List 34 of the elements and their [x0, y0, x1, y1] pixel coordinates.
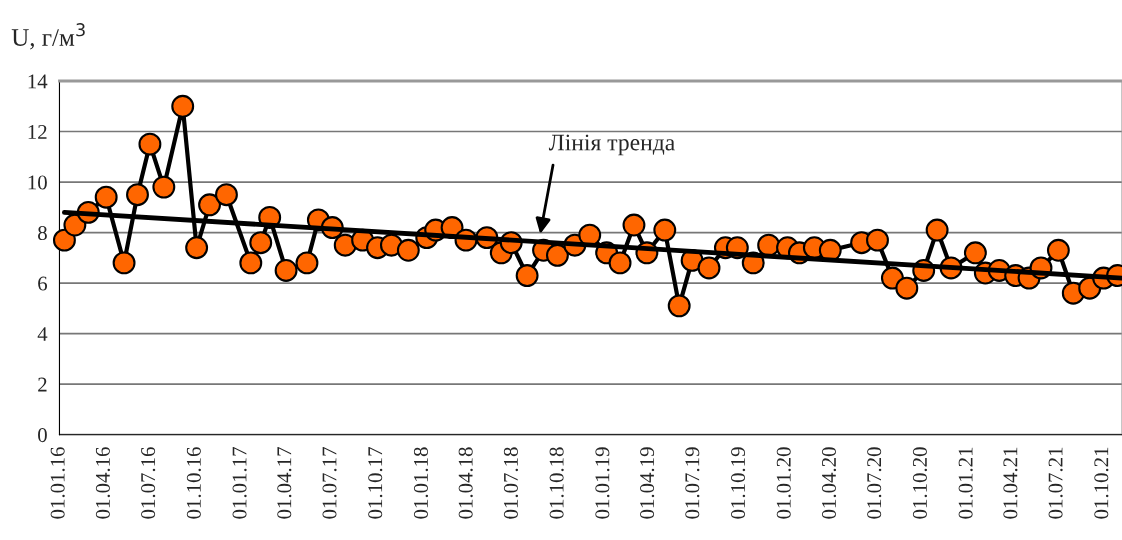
x-tick-label: 01.04.17 [277, 447, 292, 519]
annotation: Лінія тренда [548, 134, 675, 156]
x-tick-label: 01.04.20 [821, 447, 837, 519]
x-tick-label: 01.10.20 [912, 447, 928, 519]
x-tick-label: 01.07.21 [1048, 447, 1063, 519]
y-tick-label: 2 [38, 377, 47, 392]
x-tick-label: 01.07.20 [867, 447, 882, 519]
y-tick-label: 0 [38, 428, 47, 443]
x-tick-label: 01.04.21 [1003, 447, 1018, 519]
y-tick-label: 4 [37, 327, 48, 341]
x-tick-label: 01.10.17 [368, 447, 383, 519]
y-axis-title: U, г/м$^{3}$ [11, 23, 85, 50]
x-tick-label: 01.01.20 [776, 447, 791, 519]
x-tick-label: 01.01.19 [595, 447, 610, 519]
x-tick-label: 01.01.18 [413, 447, 429, 519]
x-tick-label: 01.10.21 [1094, 447, 1109, 519]
x-tick-label: 01.10.18 [549, 447, 564, 519]
x-tick-label: 01.07.16 [141, 447, 156, 519]
x-tick-label: 01.01.17 [232, 447, 247, 519]
x-tick-label: 01.07.17 [322, 447, 337, 519]
x-tick-label: 01.01.16 [50, 447, 65, 519]
x-tick-label: 01.10.16 [186, 447, 201, 519]
x-tick-label: 01.07.19 [685, 447, 700, 519]
y-tick-label: 14 [28, 74, 48, 89]
x-tick-label: 01.10.19 [730, 447, 746, 519]
y-tick-label: 8 [38, 225, 47, 241]
y-tick-label: 12 [28, 124, 47, 139]
y-tick-label: 10 [28, 175, 47, 190]
y-tick-label: 6 [38, 276, 48, 291]
x-tick-label: 01.04.18 [458, 447, 473, 519]
x-tick-label: 01.01.21 [958, 447, 973, 519]
x-tick-label: 01.04.19 [640, 447, 655, 519]
x-tick-label: 01.07.18 [503, 447, 519, 519]
x-tick-label: 01.04.16 [95, 447, 110, 519]
